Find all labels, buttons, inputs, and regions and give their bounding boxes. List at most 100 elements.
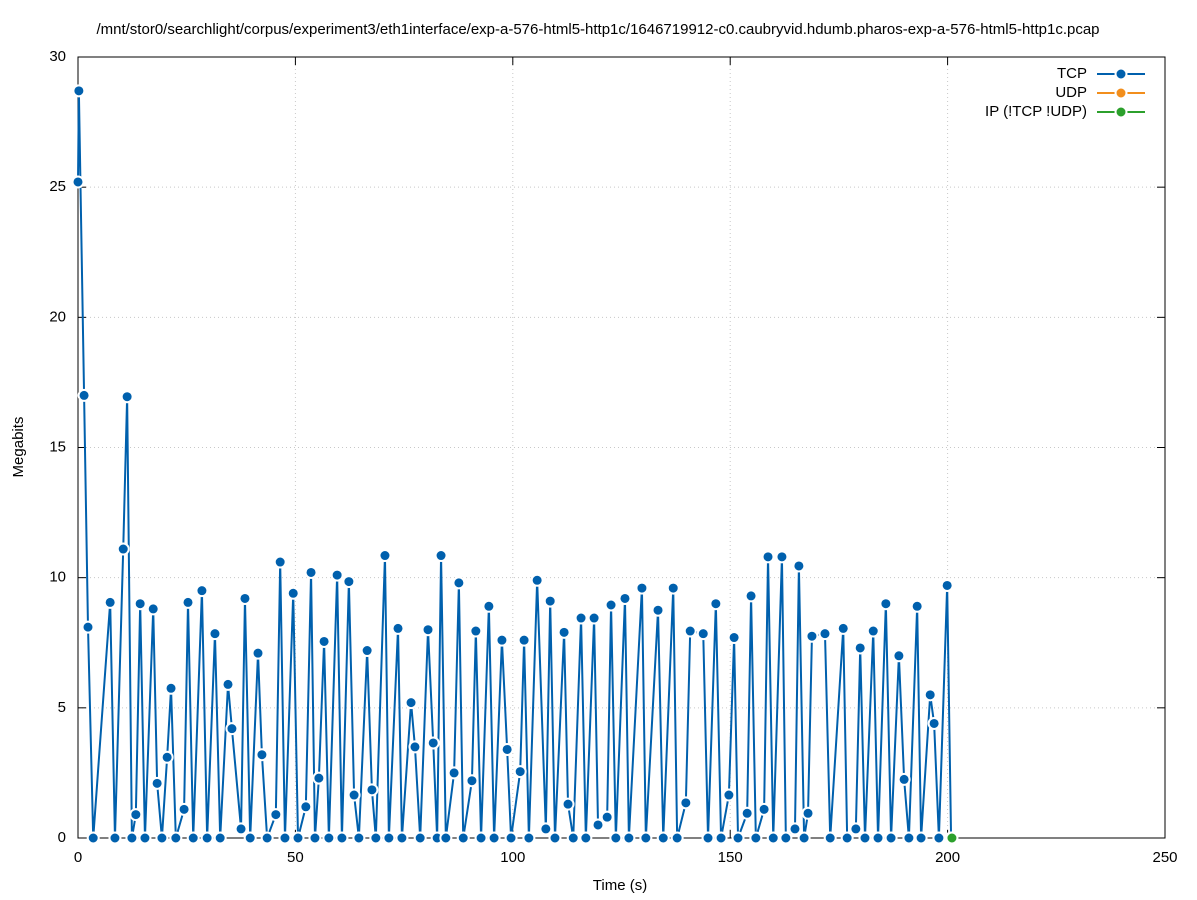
data-point: [801, 806, 815, 820]
data-point: [286, 586, 300, 600]
data-point: [932, 831, 946, 845]
x-tick-label: 250: [1152, 849, 1177, 866]
data-point: [335, 831, 349, 845]
data-point: [255, 748, 269, 762]
y-axis-label: Megabits: [10, 417, 27, 478]
data-point: [155, 831, 169, 845]
x-tick-label: 50: [287, 849, 304, 866]
data-point: [408, 740, 422, 754]
data-point: [940, 578, 954, 592]
data-point: [635, 581, 649, 595]
data-point: [269, 808, 283, 822]
data-point: [818, 627, 832, 641]
data-point: [797, 831, 811, 845]
data-point: [86, 831, 100, 845]
data-point: [840, 831, 854, 845]
data-point: [452, 576, 466, 590]
x-tick-label: 0: [74, 849, 82, 866]
data-line: [77, 89, 953, 839]
legend-marker: [1114, 67, 1128, 81]
data-point: [138, 831, 152, 845]
data-point: [622, 831, 636, 845]
data-point: [77, 388, 91, 402]
data-point: [378, 549, 392, 563]
data-point: [330, 568, 344, 582]
data-point: [234, 822, 248, 836]
data-point: [317, 634, 331, 648]
data-point: [103, 595, 117, 609]
data-point: [731, 831, 745, 845]
data-point: [666, 581, 680, 595]
data-point: [866, 624, 880, 638]
x-tick-label: 200: [935, 849, 960, 866]
y-tick-label: 10: [49, 569, 66, 586]
data-point: [892, 649, 906, 663]
data-point: [169, 831, 183, 845]
data-point: [213, 831, 227, 845]
legend-label: IP (!TCP !UDP): [985, 103, 1087, 120]
chart-title: /mnt/stor0/searchlight/corpus/experiment…: [96, 21, 1099, 38]
data-point: [740, 806, 754, 820]
data-point: [696, 627, 710, 641]
data-point: [714, 831, 728, 845]
y-tick-label: 15: [49, 438, 66, 455]
data-point: [108, 831, 122, 845]
data-point: [181, 595, 195, 609]
data-point: [474, 831, 488, 845]
data-point: [186, 831, 200, 845]
data-point: [539, 822, 553, 836]
data-point: [439, 831, 453, 845]
data-point: [434, 549, 448, 563]
data-point: [522, 831, 536, 845]
data-point: [600, 810, 614, 824]
y-tick-label: 25: [49, 178, 66, 195]
data-point: [426, 736, 440, 750]
data-point: [656, 831, 670, 845]
data-point: [923, 688, 937, 702]
data-point: [150, 776, 164, 790]
data-point: [221, 677, 235, 691]
data-point: [910, 599, 924, 613]
data-point: [352, 831, 366, 845]
data-point: [766, 831, 780, 845]
data-point: [651, 603, 665, 617]
data-point: [116, 542, 130, 556]
data-point: [71, 175, 85, 189]
data-point: [125, 831, 139, 845]
data-point: [574, 611, 588, 625]
data-point: [871, 831, 885, 845]
y-tick-label: 5: [58, 699, 66, 716]
data-point: [722, 788, 736, 802]
data-point: [72, 84, 86, 98]
data-point: [278, 831, 292, 845]
y-tick-label: 20: [49, 308, 66, 325]
legend-label: UDP: [1055, 84, 1087, 101]
data-point: [744, 589, 758, 603]
data-point: [823, 831, 837, 845]
data-point: [618, 591, 632, 605]
data-point: [579, 831, 593, 845]
data-point: [347, 788, 361, 802]
data-point: [312, 771, 326, 785]
data-point: [504, 831, 518, 845]
data-point: [487, 831, 501, 845]
legend-marker: [1114, 86, 1128, 100]
data-point: [761, 550, 775, 564]
data-point: [788, 822, 802, 836]
legend-marker: [1114, 105, 1128, 119]
data-point: [727, 631, 741, 645]
data-point: [469, 624, 483, 638]
data-point: [609, 831, 623, 845]
data-point: [413, 831, 427, 845]
data-point: [897, 772, 911, 786]
data-point: [557, 625, 571, 639]
data-point: [404, 696, 418, 710]
data-point: [251, 646, 265, 660]
y-tick-label: 0: [58, 829, 66, 846]
data-point: [849, 822, 863, 836]
data-point: [587, 611, 601, 625]
legend-label: TCP: [1057, 65, 1087, 82]
x-tick-label: 150: [718, 849, 743, 866]
data-point: [902, 831, 916, 845]
data-point: [160, 750, 174, 764]
